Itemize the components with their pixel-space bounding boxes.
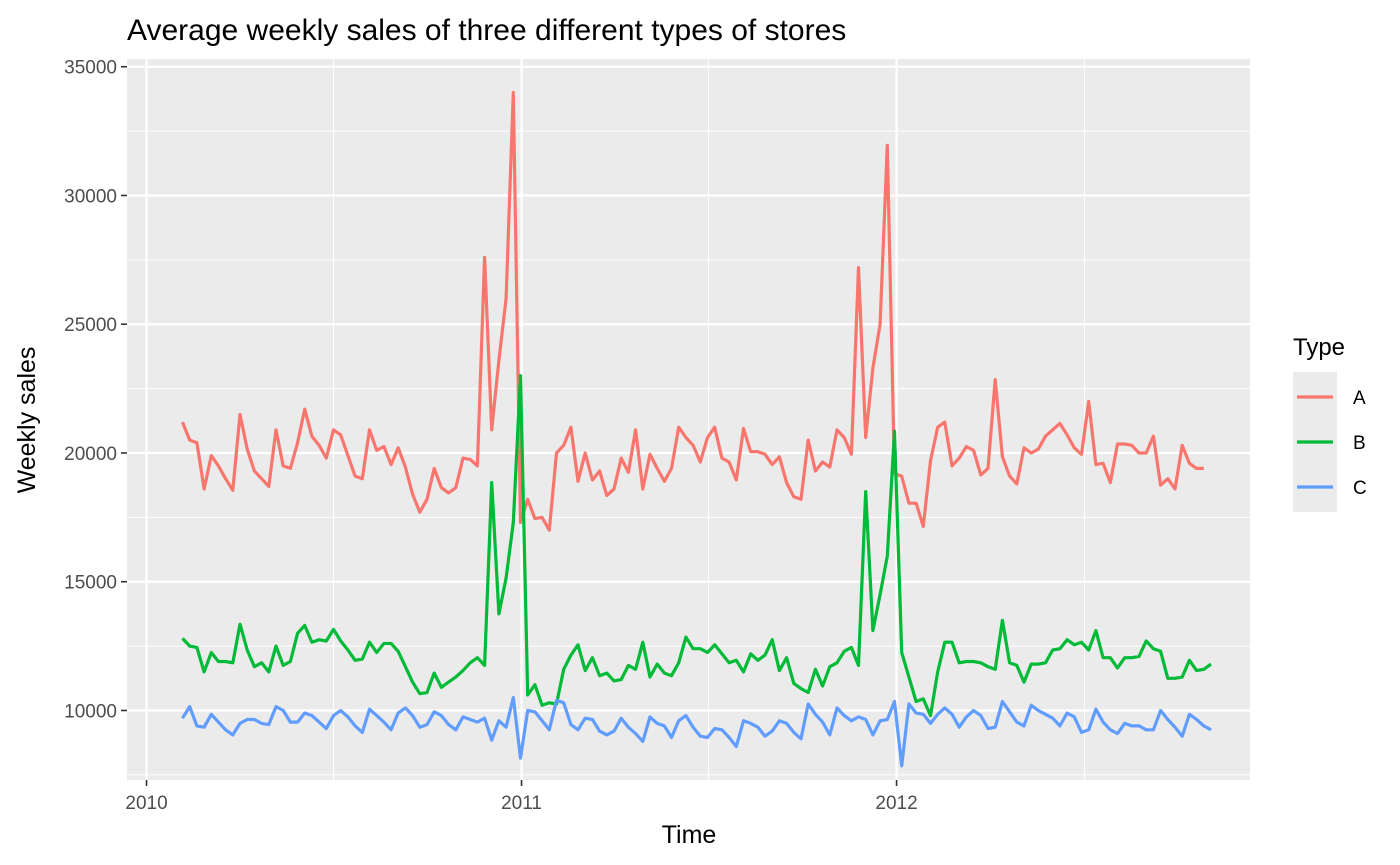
series-line-c	[181, 695, 1212, 768]
y-tick-label: 30000	[64, 186, 117, 207]
x-tick-label: 2012	[875, 793, 917, 814]
y-tick-label: 20000	[64, 444, 117, 465]
x-tick-label: 2011	[501, 793, 542, 814]
plot-panel	[127, 59, 1250, 780]
legend-title: Type	[1293, 334, 1345, 361]
x-tick-label: 2010	[125, 793, 167, 814]
series-line-a	[181, 90, 1204, 532]
legend-label-a: A	[1353, 388, 1366, 409]
series-lines	[181, 90, 1212, 768]
legend-label-b: B	[1353, 433, 1366, 454]
x-axis-title: Time	[662, 821, 717, 849]
y-tick-label: 35000	[64, 58, 117, 79]
y-tick-label: 10000	[64, 701, 117, 722]
legend: Type A B C	[1293, 334, 1367, 512]
y-tick-label: 15000	[64, 573, 117, 594]
chart-title: Average weekly sales of three different …	[127, 14, 846, 47]
y-axis-title: Weekly sales	[13, 347, 41, 494]
x-tick-labels: 2010 2011 2012	[125, 793, 917, 814]
y-tick-labels: 10000 15000 20000 25000 30000 35000	[64, 58, 117, 723]
series-line-b	[181, 374, 1212, 718]
y-tick-label: 25000	[64, 315, 117, 336]
legend-label-c: C	[1353, 478, 1367, 499]
axis-ticks	[121, 65, 898, 786]
